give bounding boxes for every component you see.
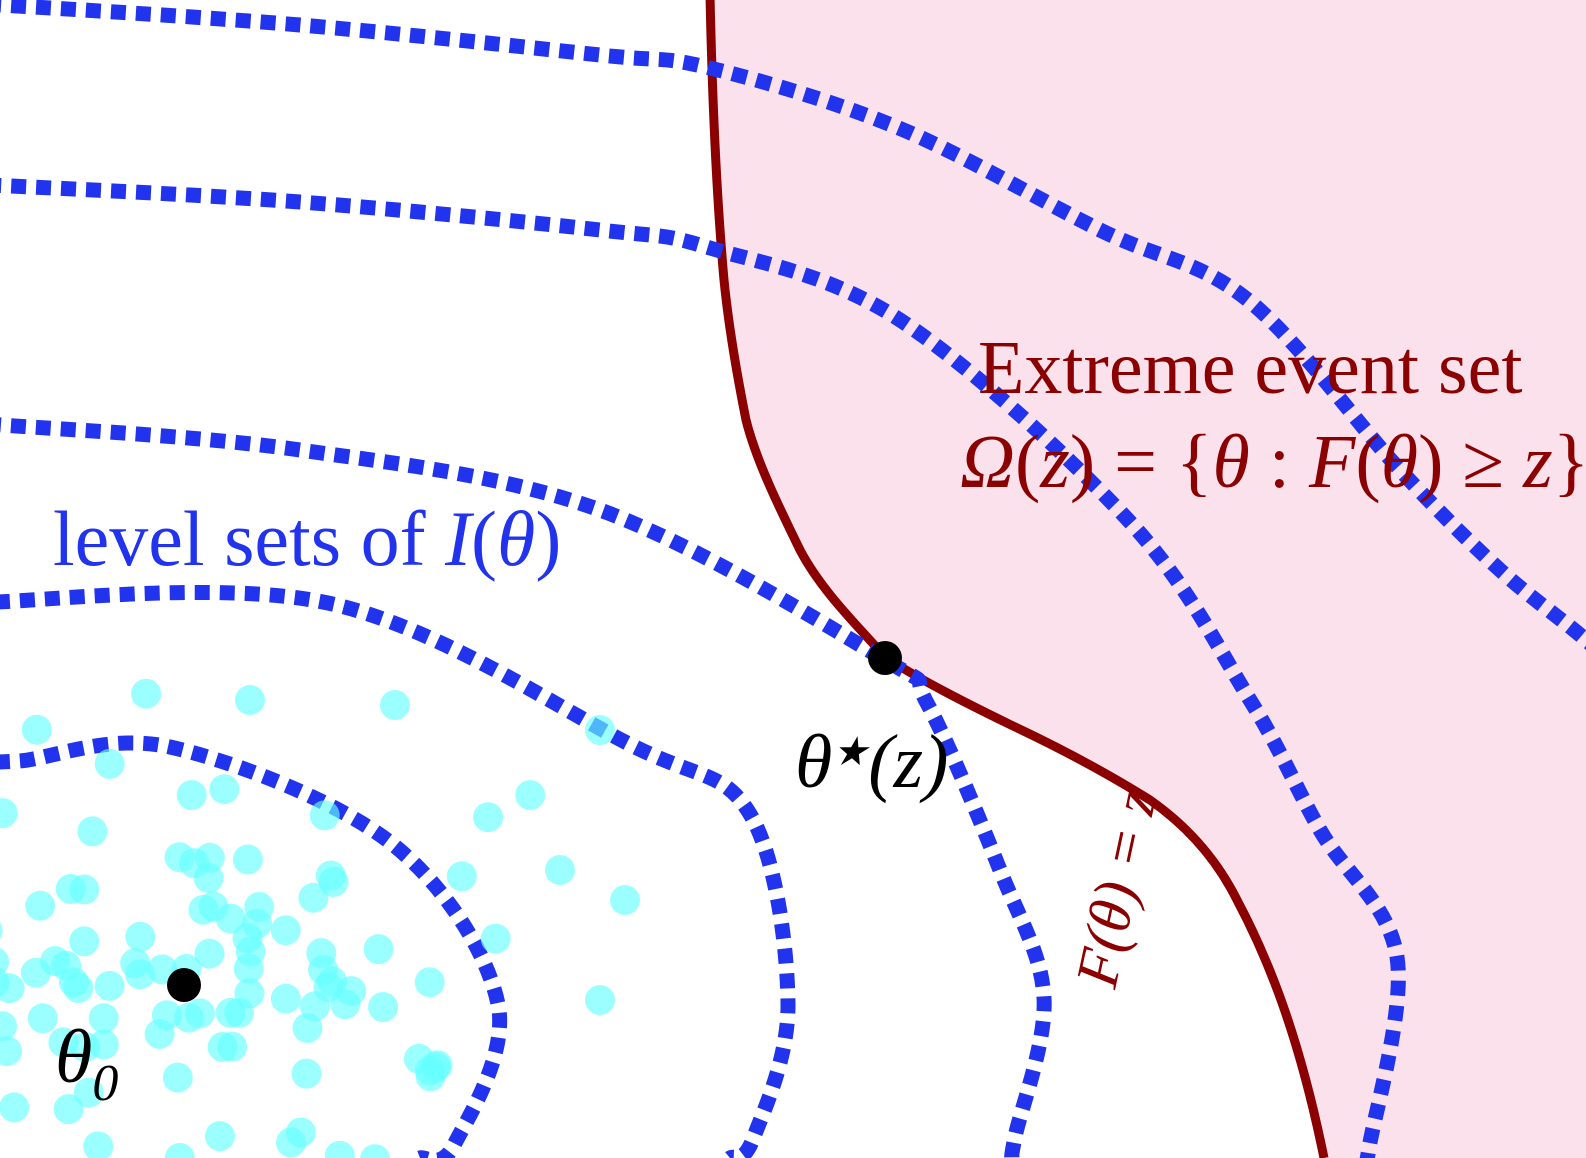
svg-text:Ω(z) = {θ : F(θ) ≥ z}: Ω(z) = {θ : F(θ) ≥ z} — [960, 420, 1586, 504]
svg-text:θ★(z): θ★(z) — [795, 720, 948, 804]
svg-text:level sets of I(θ): level sets of I(θ) — [53, 495, 561, 582]
svg-text:Extreme event set: Extreme event set — [978, 326, 1522, 410]
svg-text:F(θ) = z: F(θ) = z — [1063, 783, 1169, 993]
